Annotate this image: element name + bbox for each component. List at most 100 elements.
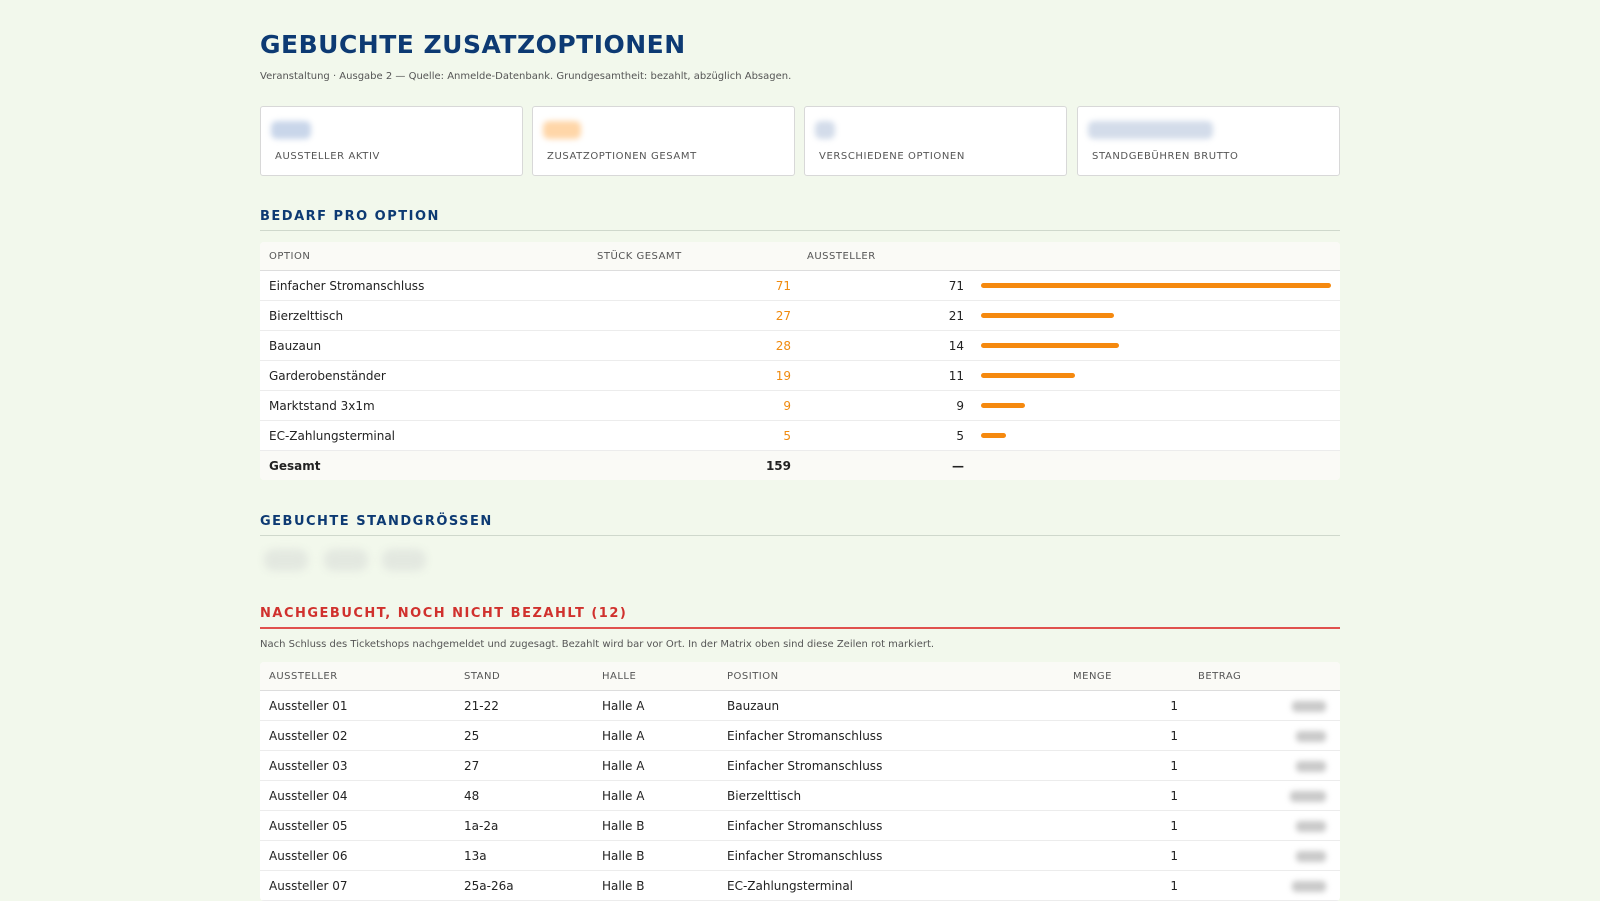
aussteller-name: Aussteller 04 (269, 789, 348, 803)
option-name: Marktstand 3x1m (269, 399, 375, 413)
position-name: Einfacher Stromanschluss (727, 729, 883, 743)
stueck-gesamt: 9 (783, 399, 791, 413)
menge-value: 1 (1170, 729, 1178, 743)
option-name: Bauzaun (269, 339, 322, 353)
kpi-value-redacted (1088, 121, 1213, 139)
kpi-card-verschiedene-optionen: VERSCHIEDENE OPTIONEN (804, 106, 1067, 176)
demand-bar (981, 343, 1119, 348)
total-label: Gesamt (269, 459, 321, 473)
section-heading-standgroessen: GEBUCHTE STANDGRÖSSEN (260, 514, 1340, 536)
table-row: Bierzelttisch 27 21 (260, 301, 1340, 331)
betrag-redacted (1296, 821, 1326, 832)
stueck-gesamt: 19 (775, 369, 791, 383)
stueck-gesamt: 28 (775, 339, 791, 353)
demand-bar (981, 403, 1025, 408)
table-row: Marktstand 3x1m 9 9 (260, 391, 1340, 421)
aussteller-name: Aussteller 06 (269, 849, 348, 863)
table-row: Bauzaun 28 14 (260, 331, 1340, 361)
stand-number: 25a-26a (464, 879, 514, 893)
unpaid-rows: Aussteller 01 21-22 Halle A Bauzaun 1 Ausstel… (260, 691, 1340, 901)
column-header-stand: STAND (464, 671, 501, 682)
kpi-label: VERSCHIEDENE OPTIONEN (819, 151, 965, 162)
position-name: Einfacher Stromanschluss (727, 819, 883, 833)
aussteller-count: 9 (956, 399, 964, 413)
stand-number: 13a (464, 849, 487, 863)
position-name: Einfacher Stromanschluss (727, 849, 883, 863)
position-name: EC-Zahlungsterminal (727, 879, 854, 893)
aussteller-count: 71 (948, 279, 964, 293)
demand-table: OPTION STÜCK GESAMT AUSSTELLER Einfacher… (260, 242, 1340, 480)
column-header-aussteller: AUSSTELLER (807, 251, 876, 262)
unpaid-table: AUSSTELLER STAND HALLE POSITION MENGE BE… (260, 662, 1340, 901)
aussteller-count: 11 (948, 369, 964, 383)
table-row: Aussteller 04 48 Halle A Bierzelttisch 1 (260, 781, 1340, 811)
halle-name: Halle B (602, 819, 645, 833)
aussteller-count: 21 (948, 309, 964, 323)
table-row: Aussteller 01 21-22 Halle A Bauzaun 1 (260, 691, 1340, 721)
menge-value: 1 (1170, 699, 1178, 713)
betrag-redacted (1296, 851, 1326, 862)
aussteller-name: Aussteller 05 (269, 819, 348, 833)
option-name: Garderobenständer (269, 369, 386, 383)
menge-value: 1 (1170, 849, 1178, 863)
halle-name: Halle A (602, 789, 645, 803)
kpi-value-redacted (271, 121, 311, 139)
aussteller-name: Aussteller 03 (269, 759, 348, 773)
kpi-card-standgebuehren-brutto: STANDGEBÜHREN BRUTTO (1077, 106, 1340, 176)
table-row: Aussteller 03 27 Halle A Einfacher Stromans… (260, 751, 1340, 781)
section-heading-bedarf: BEDARF PRO OPTION (260, 209, 1340, 231)
column-header-aussteller: AUSSTELLER (269, 671, 338, 682)
kpi-cards: AUSSTELLER AKTIV ZUSATZOPTIONEN GESAMT V… (260, 106, 1340, 176)
option-name: EC-Zahlungsterminal (269, 429, 396, 443)
betrag-redacted (1296, 761, 1326, 772)
halle-name: Halle A (602, 729, 645, 743)
option-name: Einfacher Stromanschluss (269, 279, 425, 293)
stueck-gesamt: 71 (775, 279, 791, 293)
halle-name: Halle A (602, 759, 645, 773)
betrag-redacted (1296, 731, 1326, 742)
betrag-redacted (1292, 881, 1326, 892)
stand-number: 25 (464, 729, 480, 743)
demand-bar (981, 433, 1006, 438)
stand-size-chips (260, 549, 460, 571)
aussteller-count: 5 (956, 429, 964, 443)
page-subtitle: Veranstaltung · Ausgabe 2 — Quelle: Anme… (260, 71, 792, 82)
betrag-redacted (1290, 791, 1326, 802)
position-name: Einfacher Stromanschluss (727, 759, 883, 773)
unpaid-note: Nach Schluss des Ticketshops nachgemelde… (260, 639, 935, 650)
stueck-gesamt: 5 (783, 429, 791, 443)
kpi-value-redacted (815, 121, 835, 139)
menge-value: 1 (1170, 819, 1178, 833)
kpi-label: STANDGEBÜHREN BRUTTO (1092, 151, 1239, 162)
halle-name: Halle B (602, 879, 645, 893)
total-stueck: 159 (765, 459, 791, 473)
menge-value: 1 (1170, 789, 1178, 803)
stand-number: 1a-2a (464, 819, 499, 833)
table-row: Garderobenständer 19 11 (260, 361, 1340, 391)
total-aussteller: — (952, 459, 964, 473)
column-header-position: POSITION (727, 671, 779, 682)
column-header-option: OPTION (269, 251, 311, 262)
demand-bar (981, 283, 1331, 288)
kpi-card-zusatzoptionen-gesamt: ZUSATZOPTIONEN GESAMT (532, 106, 795, 176)
halle-name: Halle A (602, 699, 645, 713)
column-header-halle: HALLE (602, 671, 637, 682)
demand-bar (981, 313, 1114, 318)
section-heading-unpaid: NACHGEBUCHT, NOCH NICHT BEZAHLT (12) (260, 606, 1340, 629)
aussteller-count: 14 (948, 339, 964, 353)
table-row: Einfacher Stromanschluss 71 71 (260, 271, 1340, 301)
table-row-total: Gesamt 159 — (260, 451, 1340, 480)
aussteller-name: Aussteller 01 (269, 699, 348, 713)
table-header: AUSSTELLER STAND HALLE POSITION MENGE BE… (260, 662, 1340, 691)
kpi-label: AUSSTELLER AKTIV (275, 151, 380, 162)
table-row: Aussteller 05 1a-2a Halle B Einfacher Strom… (260, 811, 1340, 841)
aussteller-name: Aussteller 07 (269, 879, 348, 893)
stand-number: 27 (464, 759, 480, 773)
stand-number: 21-22 (464, 699, 499, 713)
table-row: EC-Zahlungsterminal 5 5 (260, 421, 1340, 451)
column-header-menge: MENGE (1073, 671, 1112, 682)
position-name: Bierzelttisch (727, 789, 802, 803)
table-header: OPTION STÜCK GESAMT AUSSTELLER (260, 242, 1340, 271)
column-header-betrag: BETRAG (1198, 671, 1242, 682)
kpi-value-redacted (543, 121, 581, 139)
